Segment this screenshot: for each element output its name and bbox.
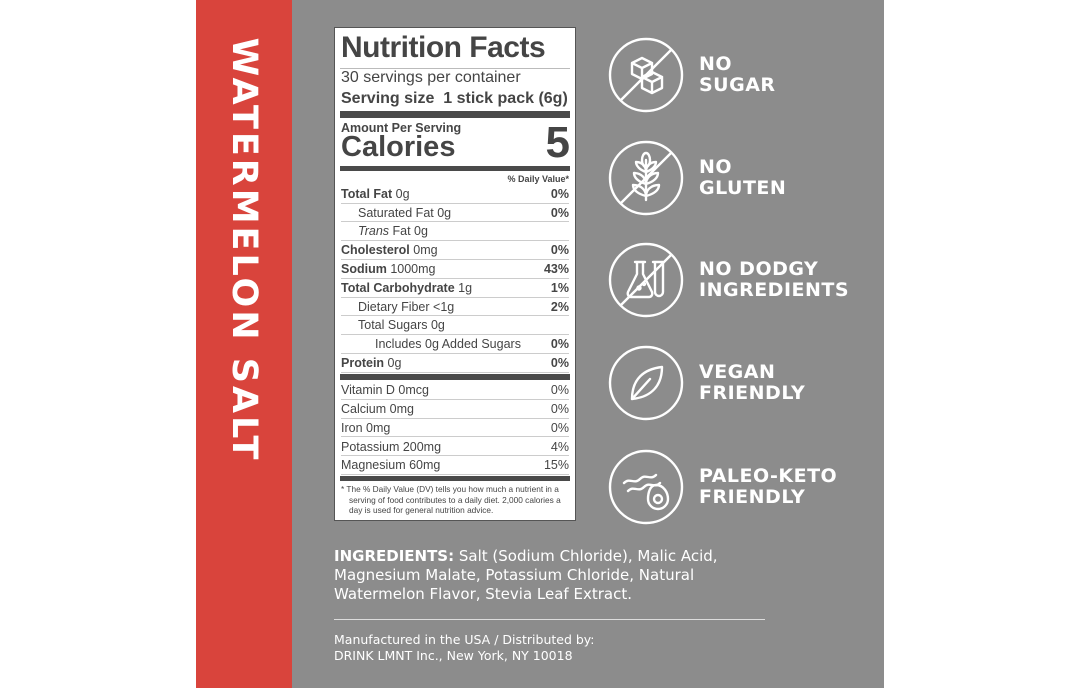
divider	[340, 111, 570, 118]
divider	[334, 619, 765, 620]
ingredients: INGREDIENTS: Salt (Sodium Chloride), Mal…	[334, 547, 718, 603]
calories-value: 5	[545, 118, 570, 167]
nutrient-row: Dietary Fiber <1g 2%	[341, 298, 569, 317]
serving-size: Serving size 1 stick pack (6g)	[341, 90, 568, 107]
nutrient-row: Includes 0g Added Sugars 0%	[341, 335, 569, 354]
nutrient-row: Trans Fat 0g	[341, 223, 569, 242]
leaf-icon	[608, 345, 684, 421]
footnote: * The % Daily Value (DV) tells you how m…	[341, 484, 561, 515]
flavor-strip	[196, 0, 292, 688]
nutrient-row: Total Fat 0g 0%	[341, 185, 569, 204]
divider	[340, 166, 570, 171]
claim-ingredients: NO DODGY INGREDIENTS	[608, 242, 849, 318]
daily-value: 43%	[543, 261, 569, 276]
claim-friendly: PALEO-KETO FRIENDLY	[608, 449, 837, 525]
daily-value: 1%	[550, 280, 569, 295]
vitamin-row: Calcium 0mg 0%	[341, 400, 569, 419]
servings-per-container: 30 servings per container	[341, 69, 521, 86]
vitamin-row: Vitamin D 0mcg 0%	[341, 381, 569, 400]
claim-friendly: VEGAN FRIENDLY	[608, 345, 805, 421]
daily-value: 0%	[550, 382, 569, 397]
vitamin-row: Magnesium 60mg 15%	[341, 457, 569, 476]
daily-value: 0%	[550, 355, 569, 370]
daily-value: 0%	[550, 205, 569, 220]
daily-value-header: % Daily Value*	[507, 174, 569, 184]
nutrient-row: Saturated Fat 0g 0%	[341, 204, 569, 223]
nutrition-title: Nutrition Facts	[341, 31, 546, 64]
vitamin-row: Iron 0mg 0%	[341, 419, 569, 438]
lab-flask-crossed-icon	[608, 242, 684, 318]
daily-value: 4%	[550, 439, 569, 454]
vitamin-row: Potassium 200mg 4%	[341, 438, 569, 457]
flavor-name: WATERMELON SALT	[224, 37, 264, 463]
bacon-avocado-icon	[608, 449, 684, 525]
daily-value: 0%	[550, 186, 569, 201]
manufacturer-info: Manufactured in the USA / Distributed by…	[334, 632, 595, 663]
nutrient-row: Total Sugars 0g	[341, 317, 569, 336]
daily-value: 0%	[550, 337, 569, 352]
daily-value: 15%	[543, 458, 569, 473]
nutrient-row: Protein 0g 0%	[341, 354, 569, 373]
calories-label: Calories	[341, 131, 456, 163]
divider	[340, 374, 570, 380]
divider	[340, 476, 570, 481]
daily-value: 2%	[550, 299, 569, 314]
wheat-crossed-icon	[608, 140, 684, 216]
claim-gluten: NO GLUTEN	[608, 140, 786, 216]
daily-value: 0%	[550, 243, 569, 258]
claim-sugar: NO SUGAR	[608, 37, 776, 113]
nutrient-row: Sodium 1000mg 43%	[341, 260, 569, 279]
nutrient-row: Cholesterol 0mg 0%	[341, 241, 569, 260]
daily-value: 0%	[550, 401, 569, 416]
amount-per-serving: Amount Per Serving	[341, 121, 462, 135]
nutrient-row: Total Carbohydrate 1g 1%	[341, 279, 569, 298]
sugar-cubes-crossed-icon	[608, 37, 684, 113]
nutrition-facts-label: Nutrition Facts 30 servings per containe…	[334, 27, 576, 521]
daily-value: 0%	[550, 420, 569, 435]
